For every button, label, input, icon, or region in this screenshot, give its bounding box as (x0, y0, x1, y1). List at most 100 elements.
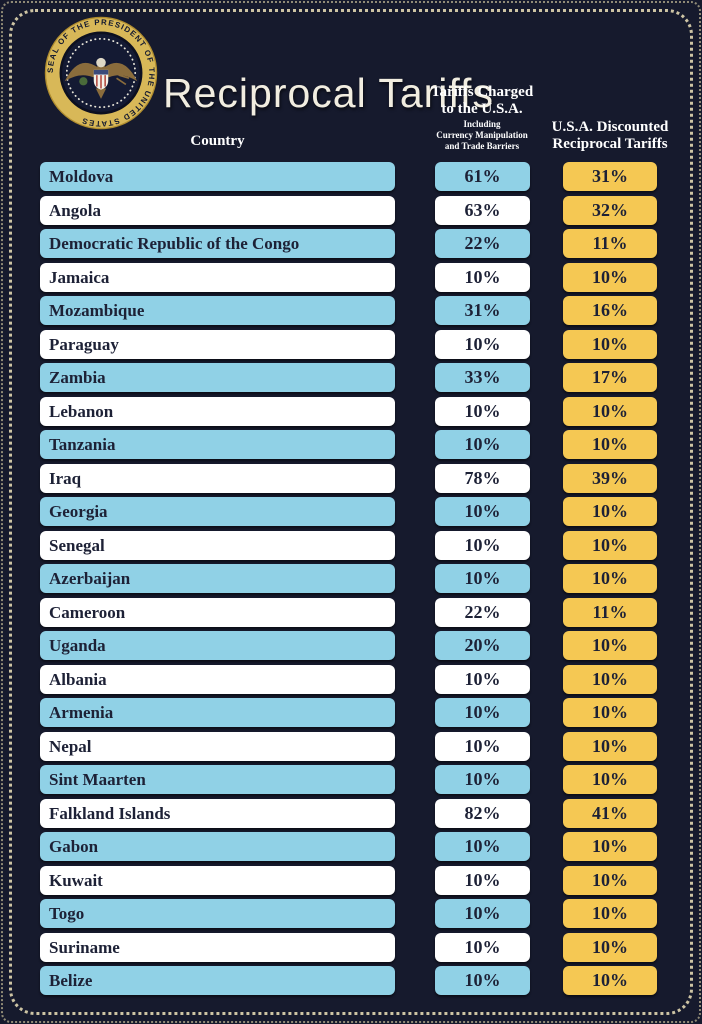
table-row: Armenia 10% 10% (40, 698, 657, 727)
country-cell: Togo (40, 899, 395, 928)
country-cell: Senegal (40, 530, 395, 560)
column-header-discounted: U.S.A. Discounted Reciprocal Tariffs (515, 119, 702, 154)
tariff-charged-cell: 10% (435, 396, 530, 426)
table-row: Democratic Republic of the Congo 22% 11% (40, 229, 657, 258)
tariff-charged-cell: 10% (435, 899, 530, 928)
table-row: Moldova 61% 31% (40, 162, 657, 191)
country-cell: Uganda (40, 631, 395, 660)
table-row: Tanzania 10% 10% (40, 430, 657, 459)
country-cell: Zambia (40, 363, 395, 392)
table-row: Gabon 10% 10% (40, 832, 657, 861)
country-cell: Democratic Republic of the Congo (40, 229, 395, 258)
discounted-cell: 41% (563, 798, 657, 828)
table-row: Togo 10% 10% (40, 899, 657, 928)
discounted-cell: 10% (563, 698, 657, 727)
tariff-charged-cell: 10% (435, 564, 530, 593)
table-row: Iraq 78% 39% (40, 463, 657, 493)
discounted-cell: 10% (563, 631, 657, 660)
discounted-cell: 31% (563, 162, 657, 191)
discounted-cell: 10% (563, 765, 657, 794)
discounted-cell: 10% (563, 899, 657, 928)
column-header-country: Country (190, 133, 245, 149)
country-cell: Kuwait (40, 865, 395, 895)
presidential-seal-icon: SEAL OF THE PRESIDENT OF THE UNITED STAT… (44, 16, 158, 130)
country-cell: Lebanon (40, 396, 395, 426)
discounted-cell: 39% (563, 463, 657, 493)
table-row: Paraguay 10% 10% (40, 329, 657, 359)
table-row: Azerbaijan 10% 10% (40, 564, 657, 593)
tariff-charged-cell: 10% (435, 430, 530, 459)
discounted-header-line1: U.S.A. Discounted (551, 119, 669, 135)
country-cell: Angola (40, 195, 395, 225)
tariff-charged-cell: 10% (435, 329, 530, 359)
tariff-charged-cell: 10% (435, 262, 530, 292)
charged-header-sub2: Currency Manipulation (436, 129, 528, 140)
discounted-cell: 10% (563, 262, 657, 292)
country-cell: Moldova (40, 162, 395, 191)
table-row: Suriname 10% 10% (40, 932, 657, 962)
table-row: Lebanon 10% 10% (40, 396, 657, 426)
table-row: Belize 10% 10% (40, 966, 657, 995)
discounted-cell: 10% (563, 865, 657, 895)
eagle-icon (64, 57, 138, 99)
table-row: Mozambique 31% 16% (40, 296, 657, 325)
country-cell: Mozambique (40, 296, 395, 325)
discounted-cell: 10% (563, 832, 657, 861)
table-row: Kuwait 10% 10% (40, 865, 657, 895)
column-header-tariffs-charged: Tariffs Charged to the U.S.A. Including … (397, 84, 567, 152)
discounted-cell: 10% (563, 530, 657, 560)
tariff-charged-cell: 22% (435, 597, 530, 627)
tariff-charged-cell: 10% (435, 664, 530, 694)
tariff-charged-cell: 20% (435, 631, 530, 660)
tariff-charged-cell: 10% (435, 530, 530, 560)
discounted-cell: 10% (563, 932, 657, 962)
discounted-cell: 10% (563, 396, 657, 426)
charged-header-line2: to the U.S.A. (441, 101, 523, 118)
tariff-charged-cell: 63% (435, 195, 530, 225)
country-cell: Gabon (40, 832, 395, 861)
country-cell: Iraq (40, 463, 395, 493)
country-cell: Georgia (40, 497, 395, 526)
table-row: Nepal 10% 10% (40, 731, 657, 761)
discounted-cell: 10% (563, 731, 657, 761)
charged-header-line1: Tariffs Charged (430, 84, 534, 100)
discounted-cell: 11% (563, 597, 657, 627)
discounted-cell: 32% (563, 195, 657, 225)
discounted-cell: 10% (563, 966, 657, 995)
tariff-charged-cell: 10% (435, 698, 530, 727)
table-row: Albania 10% 10% (40, 664, 657, 694)
tariff-charged-cell: 22% (435, 229, 530, 258)
charged-header-sub3: and Trade Barriers (444, 141, 520, 151)
tariff-charged-cell: 33% (435, 363, 530, 392)
discounted-cell: 16% (563, 296, 657, 325)
country-cell: Sint Maarten (40, 765, 395, 794)
table-row: Angola 63% 32% (40, 195, 657, 225)
country-cell: Falkland Islands (40, 798, 395, 828)
tariff-charged-cell: 10% (435, 932, 530, 962)
discounted-cell: 17% (563, 363, 657, 392)
table-row: Falkland Islands 82% 41% (40, 798, 657, 828)
country-cell: Azerbaijan (40, 564, 395, 593)
tariff-charged-cell: 31% (435, 296, 530, 325)
tariff-charged-cell: 10% (435, 865, 530, 895)
discounted-header-line2: Reciprocal Tariffs (552, 136, 668, 153)
discounted-cell: 10% (563, 564, 657, 593)
country-cell: Albania (40, 664, 395, 694)
discounted-cell: 10% (563, 497, 657, 526)
tariff-charged-cell: 10% (435, 497, 530, 526)
tariff-charged-cell: 10% (435, 966, 530, 995)
table-row: Senegal 10% 10% (40, 530, 657, 560)
discounted-cell: 10% (563, 664, 657, 694)
tariff-charged-cell: 10% (435, 832, 530, 861)
table-row: Georgia 10% 10% (40, 497, 657, 526)
tariff-charged-cell: 78% (435, 463, 530, 493)
discounted-cell: 10% (563, 329, 657, 359)
charged-header-sub1: Including (463, 118, 501, 129)
country-cell: Belize (40, 966, 395, 995)
tariff-table-body: Moldova 61% 31% Angola 63% 32% Democrati… (40, 162, 657, 1000)
discounted-cell: 11% (563, 229, 657, 258)
table-row: Sint Maarten 10% 10% (40, 765, 657, 794)
tariff-charged-cell: 10% (435, 731, 530, 761)
table-row: Jamaica 10% 10% (40, 262, 657, 292)
